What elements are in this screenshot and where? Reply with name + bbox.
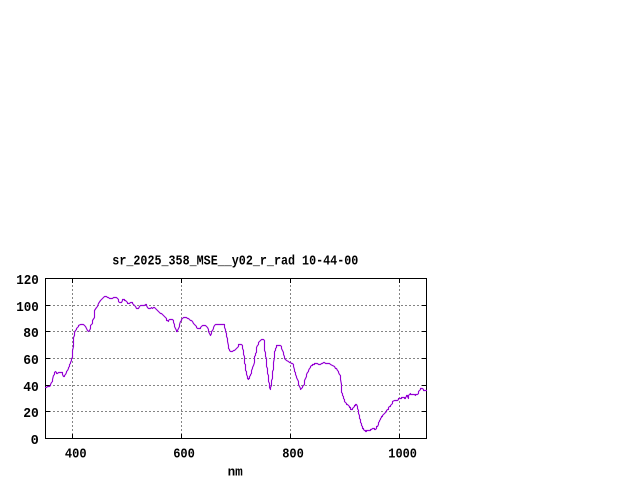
- svg-text:0: 0: [31, 433, 39, 449]
- svg-text:100: 100: [16, 300, 39, 316]
- svg-text:60: 60: [23, 353, 39, 369]
- svg-text:600: 600: [173, 447, 195, 463]
- svg-text:120: 120: [16, 273, 39, 289]
- svg-text:400: 400: [65, 447, 87, 463]
- svg-text:40: 40: [23, 380, 39, 396]
- svg-text:sr_2025_358_MSE__y02_r_rad 10-: sr_2025_358_MSE__y02_r_rad 10-44-00: [112, 254, 358, 270]
- svg-text:nm: nm: [228, 466, 244, 480]
- svg-text:80: 80: [23, 326, 39, 342]
- svg-text:800: 800: [282, 447, 304, 463]
- svg-text:1000: 1000: [388, 447, 417, 463]
- svg-text:20: 20: [23, 406, 39, 422]
